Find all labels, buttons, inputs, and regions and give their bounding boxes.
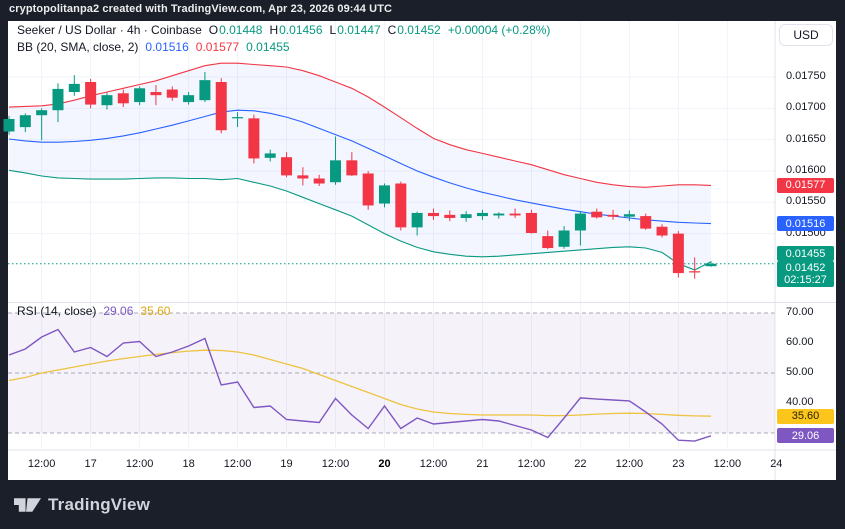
change-value: +0.00004 (+0.28%) — [447, 23, 551, 37]
time-tick-label: 12:00 — [27, 458, 56, 470]
time-axis[interactable]: 12:00 17 12:00 18 12:00 19 12:00 20 12:00 21 12:00… — [8, 451, 783, 480]
open-value: 0.01448 — [219, 23, 263, 37]
ohlc-high: H 0.01456 — [269, 23, 322, 37]
price-tick-label: 0.01700 — [786, 101, 826, 114]
symbol-title[interactable]: Seeker / US Dollar · 4h · Coinbase — [17, 23, 202, 37]
time-tick-label: 22 — [574, 458, 587, 470]
time-tick-label: 12:00 — [321, 458, 350, 470]
currency-button[interactable]: USD — [779, 24, 833, 46]
time-tick-label: 17 — [84, 458, 97, 470]
rsi-badge: 29.06 — [777, 428, 834, 444]
time-tick-label: 12:00 — [125, 458, 154, 470]
time-tick-label: 20 — [378, 458, 391, 470]
rsi-ma-value: 35.60 — [140, 304, 171, 318]
tradingview-logo-icon — [14, 497, 41, 512]
price-badge: 0.01455 — [777, 246, 834, 262]
bb-indicator-legend[interactable]: BB (20, SMA, close, 2) 0.01516 0.01577 0… — [17, 40, 290, 54]
time-tick-label: 12:00 — [615, 458, 644, 470]
price-axis[interactable]: USD 0.01750 0.01700 0.01650 0.01600 0.01550 0… — [776, 21, 836, 480]
low-label: L — [329, 23, 337, 37]
watermark-text: cryptopolitanpa2 created with TradingVie… — [9, 3, 393, 15]
time-tick-label: 19 — [280, 458, 293, 470]
high-value: 0.01456 — [279, 23, 323, 37]
low-value: 0.01447 — [337, 23, 381, 37]
time-tick-label: 24 — [770, 458, 783, 470]
rsi-tick-label: 70.00 — [786, 306, 814, 318]
tradingview-logo-text: TradingView — [48, 494, 151, 514]
close-value: 0.01452 — [397, 23, 441, 37]
rsi-tick-label: 60.00 — [786, 336, 814, 348]
bb-upper-value: 0.01577 — [195, 40, 240, 54]
price-badge: 0.01516 — [777, 216, 834, 232]
rsi-badge: 35.60 — [777, 408, 834, 424]
bar-countdown: 02:15:27 — [784, 273, 827, 286]
ohlc-close: C 0.01452 — [388, 23, 441, 37]
symbol-legend[interactable]: Seeker / US Dollar · 4h · Coinbase O 0.01… — [17, 23, 550, 37]
rsi-tick-label: 50.00 — [786, 366, 814, 378]
high-label: H — [269, 23, 279, 37]
price-badge: 0.01577 — [777, 177, 834, 193]
time-tick-label: 21 — [476, 458, 489, 470]
ohlc-open: O 0.01448 — [209, 23, 263, 37]
rsi-indicator-legend[interactable]: RSI (14, close) 29.06 35.60 — [17, 304, 170, 318]
time-tick-label: 12:00 — [517, 458, 546, 470]
price-tick-label: 0.01600 — [786, 163, 826, 176]
last-price-value: 0.01452 — [785, 261, 826, 274]
rsi-title[interactable]: RSI (14, close) — [17, 304, 97, 318]
price-tick-label: 0.01750 — [786, 70, 826, 82]
bb-mid-value: 0.01516 — [145, 40, 189, 54]
close-label: C — [387, 23, 397, 37]
rsi-tick-label: 40.00 — [786, 396, 814, 408]
bb-lower-value: 0.01455 — [246, 40, 290, 54]
footer-bar: TradingView — [0, 480, 845, 529]
open-label: O — [208, 23, 219, 37]
time-tick-label: 23 — [672, 458, 685, 470]
price-tick-label: 0.01550 — [786, 195, 826, 208]
price-tick-label: 0.01650 — [786, 132, 826, 145]
rsi-value: 29.06 — [103, 304, 134, 318]
time-tick-label: 18 — [182, 458, 195, 470]
time-tick-label: 12:00 — [419, 458, 448, 470]
time-tick-label: 12:00 — [713, 458, 742, 470]
bb-title[interactable]: BB (20, SMA, close, 2) — [17, 40, 139, 54]
tradingview-logo[interactable]: TradingView — [14, 494, 150, 516]
time-tick-label: 12:00 — [223, 458, 252, 470]
last-price-badge: 0.01452 02:15:27 — [777, 260, 834, 287]
ohlc-low: L 0.01447 — [330, 23, 381, 37]
